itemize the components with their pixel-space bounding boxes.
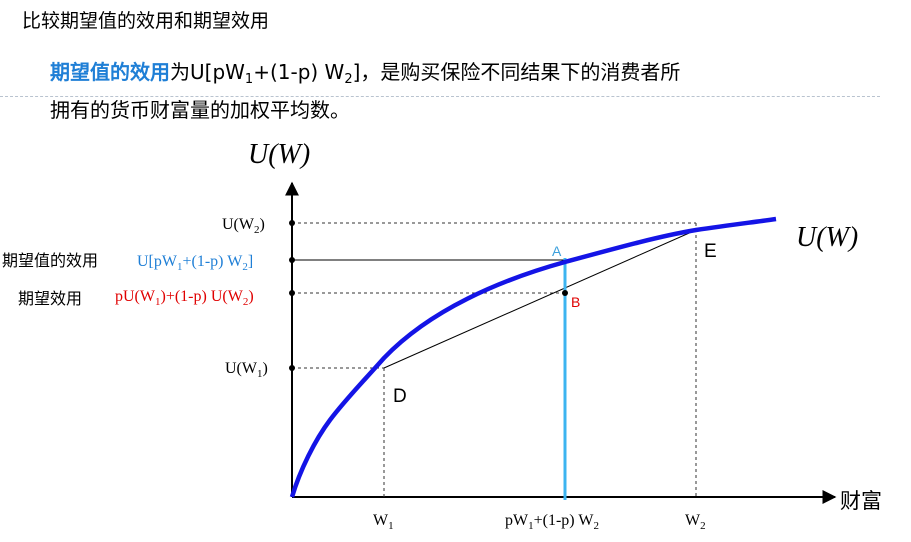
expected-utility-name: 期望效用: [18, 289, 82, 308]
point-A-label: A: [552, 243, 562, 259]
divider: [0, 96, 880, 97]
x-axis-label: 财富: [840, 489, 882, 513]
point-E-label: E: [704, 241, 717, 262]
intro-line-1: 期望值的效用为U[pW1+(1-p) W2]，是购买保险不同结果下的消费者所: [50, 57, 680, 95]
expected-utility-formula: pU(W1)+(1-p) U(W2): [115, 288, 254, 308]
tick-dot-uw2: [289, 220, 295, 226]
slide-title: 比较期望值的效用和期望效用: [22, 10, 270, 32]
utility-curve: [289, 216, 777, 498]
point-B-dot: [562, 290, 568, 296]
intro-formula-a: 为U[pW: [170, 60, 245, 84]
chord-DE: [383, 229, 697, 369]
point-B-label: B: [571, 294, 580, 310]
x-tick-expected-wealth: pW1+(1-p) W2: [505, 512, 599, 532]
tick-dot-expected-utility: [289, 290, 295, 296]
intro-line-2: 拥有的货币财富量的加权平均数。: [50, 98, 350, 122]
intro-highlight: 期望值的效用: [50, 60, 170, 84]
y-tick-uw2: U(W2): [222, 216, 265, 236]
intro-formula-b: +(1-p) W: [253, 60, 345, 84]
y-tick-uw1: U(W1): [225, 360, 268, 380]
utility-of-ev-formula: U[pW1+(1-p) W2]: [137, 253, 253, 273]
x-tick-w1: W1: [373, 512, 394, 532]
tick-dot-uw1: [289, 365, 295, 371]
intro-formula-c: ]，是购买保险不同结果下的消费者所: [352, 60, 681, 84]
intro-formula-sub1: 1: [244, 72, 254, 87]
tick-dot-utility-of-ev: [289, 257, 295, 263]
x-tick-w2: W2: [685, 512, 706, 532]
curve-label: U(W): [796, 222, 858, 253]
utility-of-ev-name: 期望值的效用: [2, 251, 98, 270]
point-D-label: D: [393, 386, 407, 407]
intro-paragraph: 期望值的效用为U[pW1+(1-p) W2]，是购买保险不同结果下的消费者所 拥…: [50, 57, 680, 125]
intro-formula-sub2: 2: [344, 72, 353, 87]
y-axis-label: U(W): [248, 139, 310, 170]
